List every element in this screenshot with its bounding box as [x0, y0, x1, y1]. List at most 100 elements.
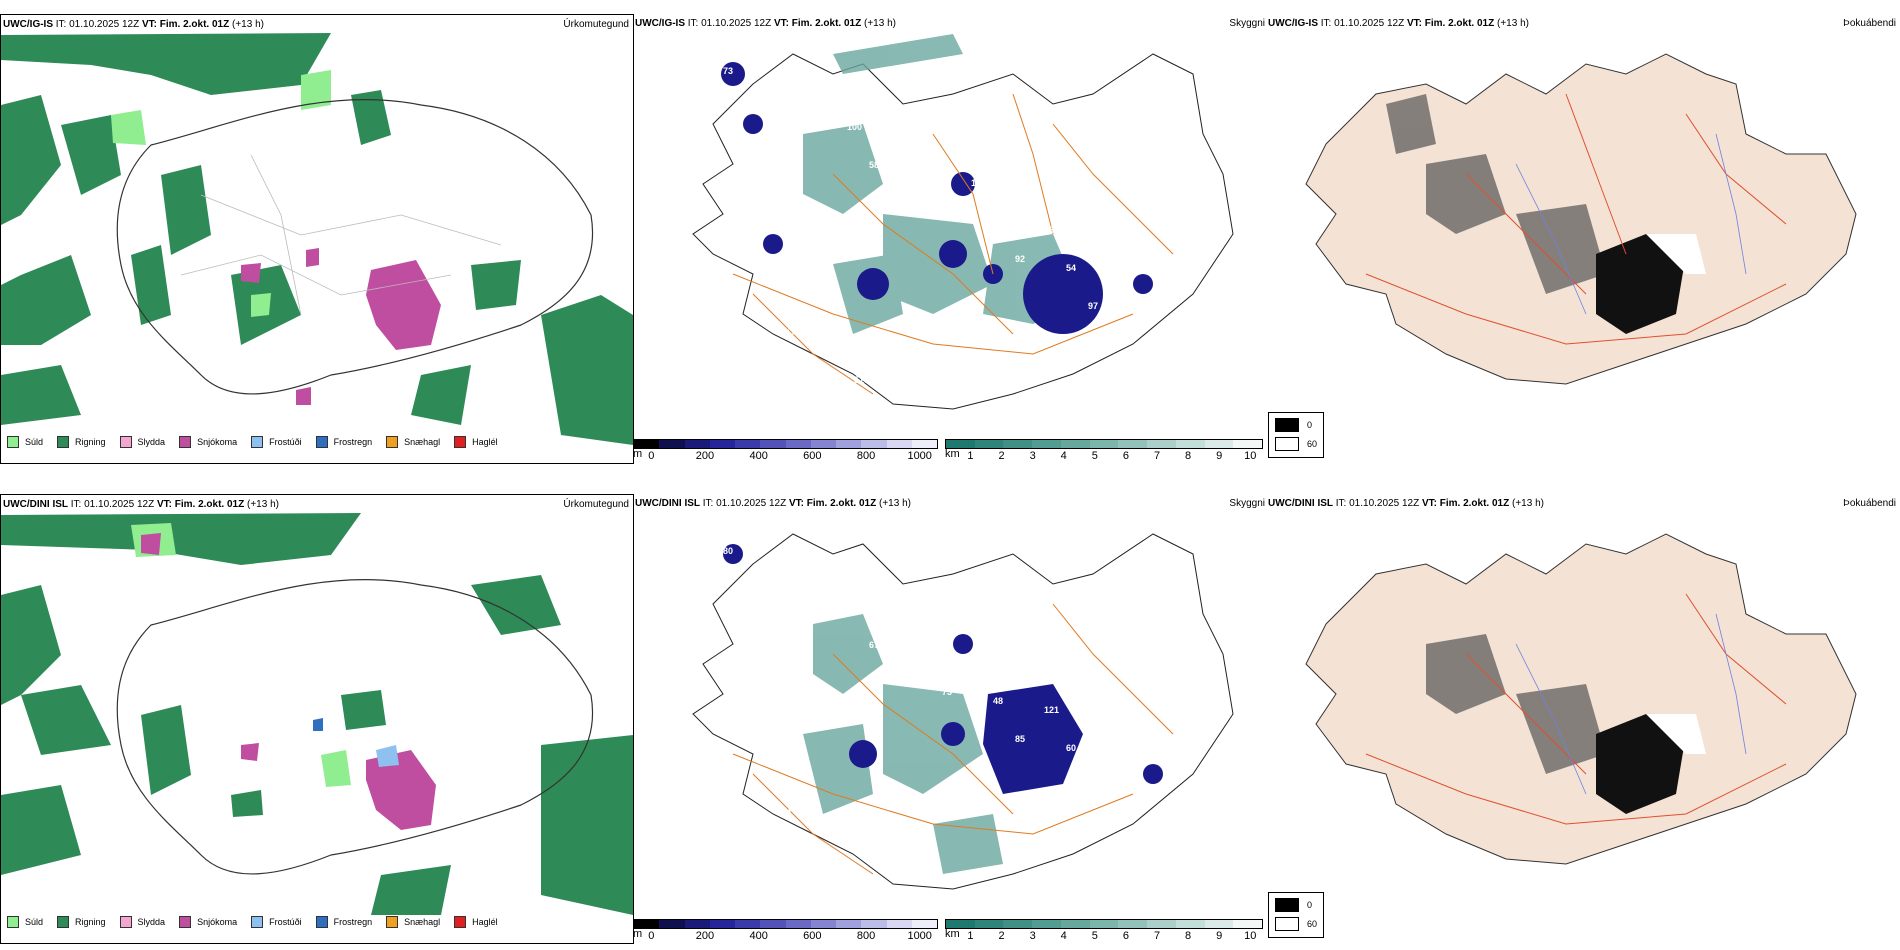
colorbar-segment — [785, 920, 811, 928]
legend-label: Súld — [25, 437, 44, 447]
height-label: 45 — [752, 357, 762, 367]
colorbar-tick: 1 — [967, 450, 974, 462]
fog-title: Þokuábendi — [1843, 18, 1896, 29]
colorbar-tick: 9 — [1216, 930, 1223, 942]
colorbar-tick: 2 — [998, 930, 1005, 942]
height-label: 105 — [1117, 272, 1132, 282]
legend-swatch — [7, 916, 19, 928]
legend-swatch — [454, 916, 467, 928]
colorbar-tick: 0 — [648, 930, 655, 942]
colorbar-tick: 1000 — [907, 450, 932, 462]
colorbar-segment — [974, 440, 1004, 448]
colorbar-segment — [946, 920, 975, 928]
precip-title: Úrkomutegund — [563, 499, 629, 510]
colorbar-segment — [659, 920, 685, 928]
legend-label: Frostúði — [269, 917, 302, 927]
height-label: 59 — [898, 131, 908, 141]
legend-label: Haglél — [472, 437, 498, 447]
height-label: 73 — [723, 66, 733, 76]
height-label: 45 — [920, 649, 930, 659]
height-label: 92 — [1015, 254, 1025, 264]
legend-item: Snjókoma — [179, 436, 237, 448]
height-label: 99 — [1168, 761, 1178, 771]
visibility-map: 73 61 58 61 92 97 172 125 100 81 60 54 55 45 52 59 102 23… — [692, 34, 1234, 410]
colorbar-tick: 2 — [998, 450, 1005, 462]
height-label: 159 — [1073, 196, 1088, 206]
height-label: 52 — [774, 555, 784, 565]
height-label: 57 — [1161, 828, 1171, 838]
colorbar-segment — [1060, 920, 1090, 928]
height-label: 84 — [796, 593, 806, 603]
legend-swatch — [386, 916, 399, 928]
panel-header: UWC/DINI ISL IT: 01.10.2025 12Z VT: Fim.… — [1268, 498, 1544, 509]
height-label: 57 — [803, 846, 813, 856]
colorbar-segment — [886, 920, 912, 928]
legend-label: Frostregn — [333, 437, 373, 447]
legend-label: Slydda — [137, 437, 166, 447]
legend-item: Frostúði — [251, 916, 302, 928]
height-label: 200 — [898, 611, 913, 621]
legend-swatch — [179, 436, 192, 448]
colorbar-tick: 200 — [695, 930, 715, 942]
precip-map — [1, 513, 633, 915]
fog-panel-row1: UWC/IG-IS IT: 01.10.2025 12Z VT: Fim. 2.… — [1266, 14, 1900, 462]
colorbar-tick: 7 — [1153, 450, 1161, 462]
legend-swatch — [251, 916, 264, 928]
legend-swatch — [315, 916, 328, 928]
colorbar-tick: 5 — [1091, 450, 1098, 462]
height-label: 28 — [1117, 752, 1127, 762]
legend-swatch — [57, 436, 70, 448]
legend-item: Frostregn — [315, 916, 372, 928]
height-label: 100 — [1168, 281, 1183, 291]
height-label: 117 — [781, 328, 796, 338]
height-label: 93 — [1095, 234, 1105, 244]
panel-header: UWC/IG-IS IT: 01.10.2025 12Z VT: Fim. 2.… — [635, 18, 896, 29]
colorbar-segment — [1032, 440, 1061, 448]
colorbar-segment — [861, 920, 887, 928]
colorbar-tick: 400 — [749, 930, 768, 942]
legend-swatch — [119, 916, 132, 928]
colorbar-segment — [1089, 920, 1119, 928]
colorbar-tick: 5 — [1091, 930, 1098, 942]
colorbar-segment — [785, 440, 811, 448]
colorbar-segment — [684, 920, 710, 928]
legend-item: Snæhagl — [386, 916, 440, 928]
visibility-title: Skyggni — [1229, 498, 1265, 509]
legend-label: Snæhagl — [404, 437, 441, 447]
height-label: 872 — [759, 290, 774, 300]
colorbar-tick: 6 — [1122, 450, 1129, 462]
colorbar-segment — [810, 440, 836, 448]
height-label: 60 — [1066, 743, 1076, 753]
colorbar-segment — [946, 440, 975, 448]
legend-label: Rigning — [75, 917, 106, 927]
height-label: 96 — [1088, 781, 1098, 791]
colorbar-segment — [1032, 920, 1061, 928]
legend-item: Snjókoma — [179, 916, 237, 928]
legend-label: Snjókoma — [197, 437, 238, 447]
height-label: 52 — [825, 84, 835, 94]
visibility-map: 80 84 67 73 85 96 57 52 217 45 48 60 49 51 50 200 137 121… — [692, 533, 1234, 890]
height-label: 165 — [949, 140, 964, 150]
colorbar-tick: 7 — [1153, 930, 1161, 942]
colorbar-segment — [735, 920, 761, 928]
colorbar-segment — [911, 440, 937, 448]
height-label: 44 — [803, 366, 813, 376]
fog-legend: 0 60 — [1268, 412, 1324, 458]
legend-item: Frostúði — [251, 436, 302, 448]
km-colorbar: 1 2 3 4 5 6 7 8 9 10 km — [945, 439, 1263, 462]
height-label: 235 — [1044, 225, 1059, 235]
colorbar-segment — [760, 920, 786, 928]
height-label: 73 — [942, 687, 952, 697]
colorbar-segment — [634, 920, 660, 928]
colorbar-segment — [1089, 440, 1119, 448]
height-label: 42 — [1000, 149, 1010, 159]
colorbar-tick: 200 — [695, 450, 715, 462]
height-label: 81 — [978, 111, 988, 121]
height-label: 217 — [847, 602, 862, 612]
height-label: 102 — [971, 178, 986, 188]
colorbar-tick: 10 — [1244, 450, 1257, 462]
legend-item: Haglél — [454, 436, 498, 448]
height-label: 48 — [781, 808, 791, 818]
colorbar-segment — [735, 440, 761, 448]
colorbar-tick: 4 — [1060, 450, 1067, 462]
